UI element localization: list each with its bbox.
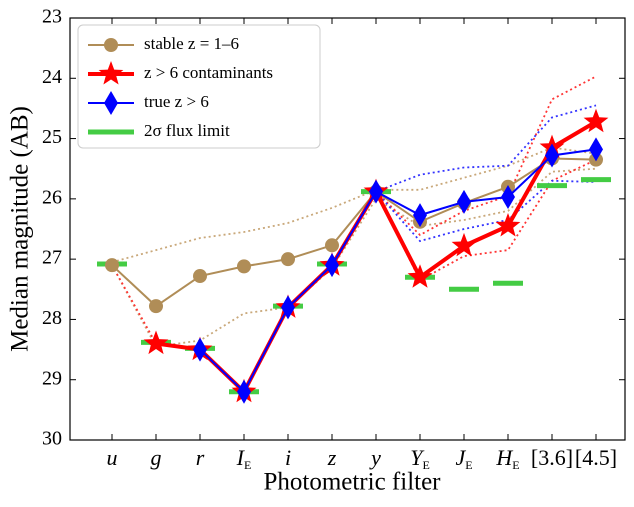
point bbox=[143, 330, 169, 355]
x-tick-label: g bbox=[151, 445, 162, 470]
percentile-line bbox=[375, 179, 597, 243]
percentile-line bbox=[375, 158, 597, 282]
point bbox=[407, 264, 433, 288]
series-line bbox=[155, 119, 598, 396]
x-tick-label: u bbox=[107, 445, 118, 470]
legend-label: true z > 6 bbox=[144, 92, 209, 111]
x-tick-label: i bbox=[285, 445, 291, 470]
percentile-line bbox=[375, 75, 597, 237]
point bbox=[457, 189, 471, 214]
x-tick-label: z bbox=[327, 445, 337, 470]
category: i bbox=[285, 445, 291, 470]
point bbox=[105, 258, 119, 273]
y-tick-label: 25 bbox=[42, 126, 62, 148]
legend-marker bbox=[104, 38, 118, 52]
point bbox=[545, 143, 559, 168]
y-tick-label: 27 bbox=[42, 247, 62, 269]
category: g bbox=[151, 445, 162, 470]
point bbox=[583, 108, 609, 133]
point bbox=[589, 137, 603, 162]
point bbox=[413, 203, 427, 228]
category: z bbox=[327, 445, 337, 470]
category: [3.6] bbox=[531, 445, 573, 470]
percentile-line bbox=[375, 104, 597, 193]
y-tick-label: 24 bbox=[42, 66, 62, 88]
point bbox=[237, 259, 251, 274]
point bbox=[451, 232, 477, 257]
category-subscript: E bbox=[465, 458, 472, 472]
category-subscript: E bbox=[422, 458, 429, 472]
legend-box bbox=[77, 24, 321, 149]
point bbox=[281, 252, 295, 267]
point bbox=[325, 253, 339, 278]
x-tick-label: IE bbox=[236, 445, 252, 472]
category: I bbox=[236, 445, 246, 470]
y-axis-label: Median magnitude (AB) bbox=[7, 106, 34, 352]
category: Y bbox=[410, 445, 425, 470]
x-tick-label: HE bbox=[495, 445, 519, 472]
legend-label: z > 6 contaminants bbox=[144, 63, 273, 82]
point bbox=[501, 185, 515, 210]
category: u bbox=[107, 445, 118, 470]
category: H bbox=[495, 445, 513, 470]
legend-label: stable z = 1–6 bbox=[144, 34, 239, 53]
x-tick-label: JE bbox=[455, 445, 472, 472]
point bbox=[149, 299, 163, 314]
point bbox=[281, 295, 295, 320]
y-tick-label: 23 bbox=[42, 6, 62, 28]
series-line bbox=[199, 148, 597, 394]
y-tick-label: 26 bbox=[42, 186, 62, 208]
x-tick-label: [4.5] bbox=[575, 445, 617, 470]
category: [4.5] bbox=[575, 445, 617, 470]
point bbox=[369, 179, 383, 204]
point bbox=[193, 269, 207, 284]
percentile-line bbox=[111, 146, 597, 264]
x-tick-label: [3.6] bbox=[531, 445, 573, 470]
legend-marker bbox=[104, 91, 118, 115]
category: J bbox=[455, 445, 466, 470]
x-tick-label: y bbox=[369, 445, 381, 470]
category: r bbox=[196, 445, 205, 470]
x-tick-label: YE bbox=[410, 445, 430, 472]
legend-marker bbox=[98, 61, 124, 85]
x-axis-label: Photometric filter bbox=[263, 469, 441, 496]
category-subscript: E bbox=[512, 458, 519, 472]
y-tick-label: 29 bbox=[42, 367, 62, 389]
plot-frame bbox=[69, 17, 626, 441]
point bbox=[495, 213, 521, 237]
x-tick-label: r bbox=[196, 445, 205, 470]
point bbox=[325, 238, 339, 253]
point bbox=[237, 379, 251, 404]
y-tick-label: 30 bbox=[42, 428, 62, 450]
category: y bbox=[369, 445, 381, 470]
series-line bbox=[111, 157, 597, 308]
category-subscript: E bbox=[244, 458, 251, 472]
y-tick-label: 28 bbox=[42, 307, 62, 329]
legend: stable z = 1–6 z > 6 contaminants true z >… bbox=[77, 24, 321, 149]
legend-label: 2σ flux limit bbox=[144, 121, 230, 140]
point bbox=[193, 337, 207, 362]
